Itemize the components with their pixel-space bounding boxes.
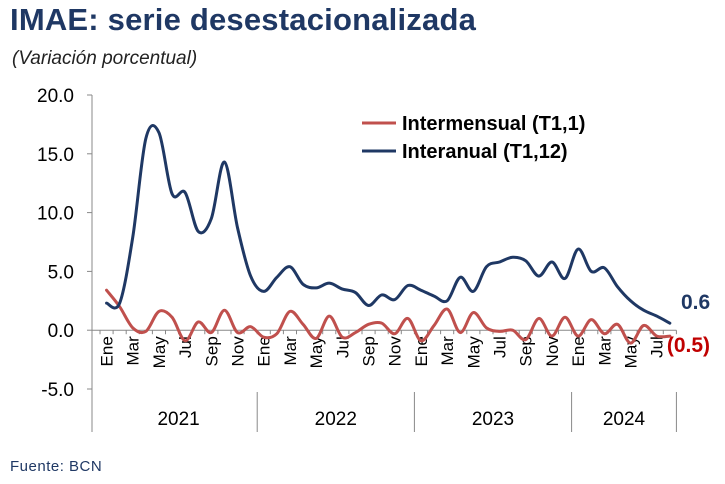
y-tick-label: 20.0 — [37, 86, 74, 107]
x-tick-label: Jul — [333, 336, 352, 358]
end-labels: 0.6 (0.5) — [667, 291, 710, 357]
end-value-label: (0.5) — [667, 334, 710, 357]
x-tick-label: Ene — [412, 336, 431, 366]
x-tick-label: May — [150, 336, 169, 369]
x-tick-label: Nov — [386, 336, 405, 367]
x-tick-label: Mar — [281, 336, 300, 366]
x-tick-label: Mar — [595, 336, 614, 366]
x-tick-label: Ene — [569, 336, 588, 366]
year-label: 2021 — [157, 409, 199, 430]
y-tick-label: 10.0 — [37, 204, 74, 225]
chart-title: IMAE: serie desestacionalizada — [10, 2, 477, 37]
x-tick-label: Nov — [543, 336, 562, 367]
y-tick-label: 15.0 — [37, 145, 74, 166]
x-tick-label: Sep — [360, 336, 379, 366]
x-tick-label: Mar — [438, 336, 457, 366]
x-tick-label: Jul — [176, 336, 195, 358]
y-tick-label: -5.0 — [41, 380, 74, 401]
year-label: 2024 — [603, 409, 646, 430]
x-tick-label: Sep — [202, 336, 221, 366]
series-line-interanual — [105, 124, 672, 325]
source-note: Fuente: BCN — [10, 458, 103, 475]
x-tick-label: Sep — [517, 336, 536, 366]
x-tick-label: May — [622, 336, 641, 369]
chart-subtitle: (Variación porcentual) — [12, 48, 198, 69]
series-line-intermensual — [105, 288, 672, 345]
legend-label: Interanual (T1,12) — [402, 141, 568, 163]
x-tick-label: Jul — [648, 336, 667, 358]
legend: Intermensual (T1,1) Interanual (T1,12) — [362, 113, 585, 163]
x-tick-label: Mar — [124, 336, 143, 366]
axes: 20.0 15.0 10.0 5.0 0.0 -5.0 Ene Mar May Jul Sep Nov… — [37, 86, 677, 432]
y-tick-label: 5.0 — [48, 262, 74, 283]
end-value-label: 0.6 — [681, 291, 710, 314]
x-tick-label: May — [464, 336, 483, 369]
x-tick-label: Jul — [491, 336, 510, 358]
x-tick-label: Nov — [229, 336, 248, 367]
year-label: 2023 — [472, 409, 514, 430]
x-tick-label: Ene — [255, 336, 274, 366]
legend-label: Intermensual (T1,1) — [402, 113, 585, 135]
x-tick-label: May — [307, 336, 326, 369]
x-tick-label: Ene — [98, 336, 117, 366]
year-label: 2022 — [315, 409, 357, 430]
series-lines — [105, 124, 672, 345]
y-tick-label: 0.0 — [48, 321, 74, 342]
